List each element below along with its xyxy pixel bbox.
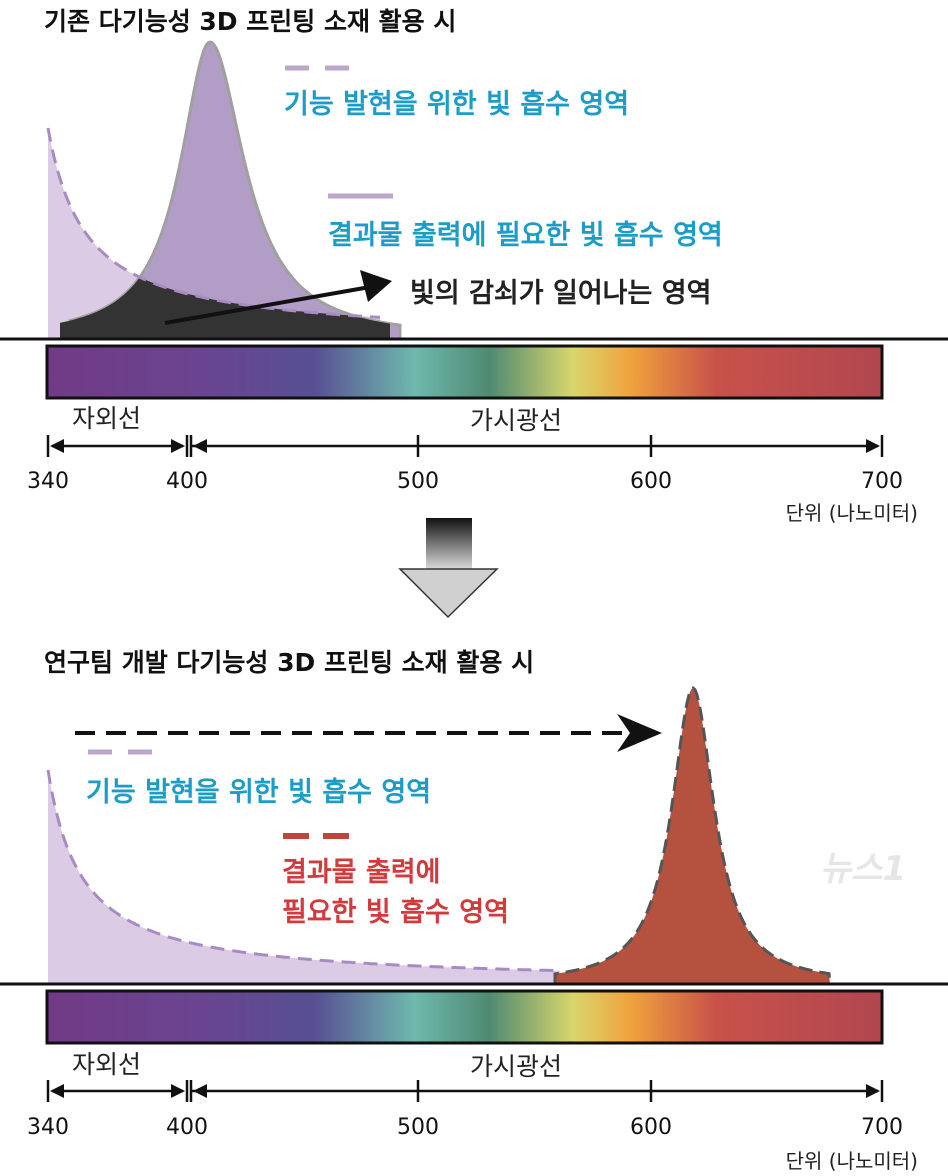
bottom-title: 연구팀 개발 다기능성 3D 프린팅 소재 활용 시 [44, 648, 534, 677]
top-unit-label: 단위 (나노미터) [786, 501, 918, 525]
attenuation-arrow [164, 285, 371, 325]
bottom-tick-600: 600 [630, 1115, 672, 1140]
top-legend-function: 기능 발현을 위한 빛 흡수 영역 [284, 89, 629, 120]
bottom-unit-label: 단위 (나노미터) [786, 1149, 918, 1173]
arrow-head-icon [360, 270, 392, 302]
top-title: 기존 다기능성 3D 프린팅 소재 활용 시 [44, 7, 456, 36]
top-tick-700: 700 [861, 469, 903, 494]
arrow-left-icon [193, 439, 207, 453]
bottom-legend-function: 기능 발현을 위한 빛 흡수 영역 [86, 777, 431, 808]
bottom-visible-label: 가시광선 [470, 1052, 562, 1081]
top-visible-label: 가시광선 [470, 406, 562, 435]
arrow-head-icon [617, 714, 662, 752]
arrow-right-icon [171, 1084, 185, 1098]
bottom-tick-500: 500 [397, 1115, 439, 1140]
bottom-spectrum-bar [45, 989, 884, 1045]
arrow-left-icon [50, 439, 64, 453]
bottom-tick-400: 400 [166, 1115, 208, 1140]
top-spectrum-bar [45, 344, 884, 400]
top-function-absorption-dashed-curve [46, 127, 381, 319]
arrow-left-icon [193, 1084, 207, 1098]
watermark-logo: 뉴스1 [820, 849, 906, 889]
bottom-tick-340: 340 [27, 1115, 69, 1140]
top-legend-output: 결과물 출력에 필요한 빛 흡수 영역 [328, 220, 723, 251]
down-arrow-icon [398, 568, 499, 619]
top-tick-600: 600 [630, 469, 672, 494]
bottom-uv-label: 자외선 [72, 1050, 141, 1079]
down-arrow-shaft [426, 518, 472, 570]
bottom-tick-700: 700 [861, 1115, 903, 1140]
arrow-right-icon [866, 439, 880, 453]
bottom-legend-output-line1: 결과물 출력에 [282, 857, 440, 888]
attenuation-label: 빛의 감쇠가 일어나는 영역 [410, 278, 711, 309]
arrow-right-icon [171, 439, 185, 453]
top-uv-label: 자외선 [72, 404, 141, 433]
top-tick-340: 340 [27, 469, 69, 494]
bottom-legend-output-line2: 필요한 빛 흡수 영역 [282, 897, 509, 928]
bottom-function-absorption-fill [48, 770, 560, 984]
bottom-function-absorption-dashed-curve [46, 769, 561, 973]
bottom-wavelength-axis [46, 1080, 884, 1102]
top-tick-400: 400 [166, 469, 208, 494]
bottom-output-absorption-peak [553, 686, 832, 986]
top-wavelength-axis [46, 435, 884, 457]
arrow-left-icon [50, 1084, 64, 1098]
attenuation-overlap-region [60, 277, 390, 339]
arrow-right-icon [866, 1084, 880, 1098]
top-tick-500: 500 [397, 469, 439, 494]
